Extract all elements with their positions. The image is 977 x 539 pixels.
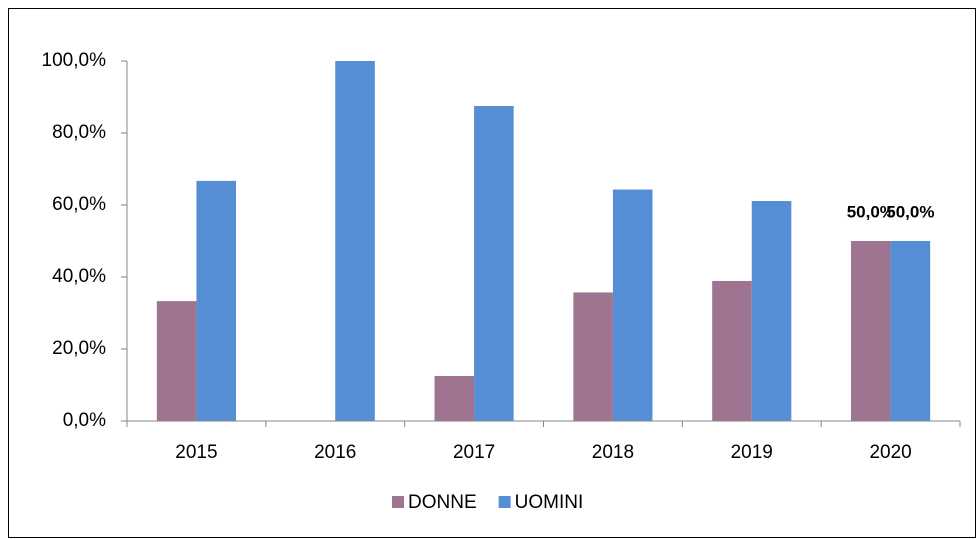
bar bbox=[712, 280, 752, 421]
bar bbox=[335, 61, 375, 421]
y-tick-label: 40,0% bbox=[52, 266, 106, 287]
bar bbox=[156, 301, 197, 421]
bar bbox=[434, 376, 475, 421]
legend-swatch bbox=[392, 496, 404, 508]
data-label: 50,0% bbox=[886, 202, 934, 221]
x-tick-label: 2017 bbox=[453, 442, 495, 463]
legend-swatch bbox=[498, 496, 511, 508]
y-tick-label: 20,0% bbox=[52, 338, 106, 359]
bar bbox=[851, 241, 891, 421]
y-tick-label: 0,0% bbox=[63, 410, 106, 431]
legend-label: DONNE bbox=[408, 492, 477, 513]
x-tick-label: 2018 bbox=[592, 442, 634, 463]
y-tick-label: 100,0% bbox=[42, 50, 107, 71]
bar bbox=[573, 292, 613, 421]
data-label: 50,0% bbox=[847, 202, 895, 221]
legend-label: UOMINI bbox=[515, 492, 584, 513]
x-tick-label: 2020 bbox=[869, 442, 911, 463]
bar bbox=[612, 189, 653, 421]
bar bbox=[196, 180, 236, 421]
y-tick-label: 80,0% bbox=[52, 122, 106, 143]
y-tick-label: 60,0% bbox=[52, 194, 106, 215]
bar bbox=[890, 241, 931, 421]
bar bbox=[751, 201, 792, 421]
x-tick-label: 2019 bbox=[731, 442, 773, 463]
x-tick-label: 2016 bbox=[314, 442, 356, 463]
bar bbox=[474, 106, 514, 421]
x-tick-label: 2015 bbox=[175, 442, 217, 463]
